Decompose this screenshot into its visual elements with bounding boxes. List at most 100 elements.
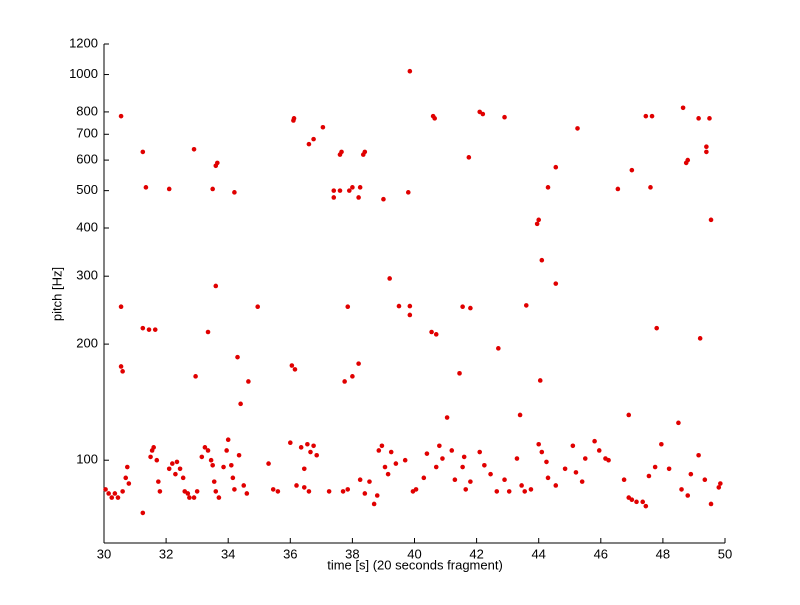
point	[241, 483, 247, 488]
point	[460, 304, 465, 310]
point	[140, 510, 146, 516]
point	[246, 379, 251, 384]
point	[371, 501, 377, 507]
point	[381, 196, 386, 202]
point	[356, 361, 361, 366]
point	[452, 477, 458, 483]
point	[553, 281, 559, 286]
point	[270, 487, 276, 492]
point	[346, 188, 352, 193]
point	[232, 190, 237, 195]
point	[152, 327, 158, 332]
point	[148, 454, 153, 460]
point	[180, 475, 186, 481]
point	[331, 188, 337, 193]
y-tick-label: 400	[76, 219, 98, 234]
point	[396, 303, 402, 309]
y-tick-label: 700	[76, 126, 98, 141]
point	[570, 443, 576, 449]
point	[716, 485, 722, 490]
point	[666, 466, 672, 472]
point	[643, 503, 649, 509]
point	[648, 185, 653, 190]
point	[143, 185, 149, 190]
point	[374, 493, 380, 498]
point	[202, 445, 208, 450]
point	[654, 325, 659, 331]
point	[362, 491, 368, 496]
x-tick-label: 42	[469, 546, 483, 561]
point	[236, 452, 242, 458]
point	[696, 116, 701, 121]
y-tick-label: 1000	[69, 66, 98, 81]
point	[466, 155, 472, 160]
point	[166, 186, 172, 192]
x-tick-label: 48	[656, 546, 670, 561]
point	[118, 113, 124, 119]
point	[449, 448, 455, 453]
point	[387, 276, 392, 281]
point	[106, 491, 111, 496]
point	[230, 475, 236, 481]
x-tick-label: 38	[345, 546, 359, 561]
point	[350, 185, 355, 190]
point	[208, 457, 214, 463]
x-tick-label: 30	[97, 546, 111, 561]
point	[433, 332, 439, 337]
x-tick-label: 40	[407, 546, 421, 561]
point	[146, 327, 152, 332]
point	[539, 449, 545, 455]
y-axis-label: pitch [Hz]	[49, 267, 64, 321]
point	[432, 116, 437, 121]
point	[305, 441, 310, 447]
point	[174, 459, 180, 465]
point	[468, 479, 473, 484]
point	[301, 466, 307, 472]
point	[461, 454, 467, 460]
point	[157, 489, 163, 494]
point	[685, 493, 691, 498]
point	[211, 479, 217, 484]
point	[553, 164, 559, 170]
point	[314, 452, 319, 458]
point	[345, 487, 351, 492]
point	[191, 146, 197, 152]
point	[606, 457, 611, 463]
x-tick-label: 34	[221, 546, 235, 561]
point	[225, 437, 231, 443]
point	[702, 477, 708, 483]
point	[649, 113, 655, 119]
point	[357, 477, 363, 483]
point	[376, 448, 382, 453]
point	[502, 114, 507, 120]
point	[151, 445, 156, 450]
point	[688, 471, 694, 477]
point	[357, 185, 363, 190]
point	[388, 449, 394, 455]
y-tick-label: 800	[76, 103, 98, 118]
point	[154, 457, 160, 463]
point	[103, 487, 108, 492]
point	[545, 185, 551, 190]
point	[123, 475, 129, 481]
point	[437, 443, 442, 449]
point	[215, 160, 220, 166]
point	[382, 464, 388, 470]
point	[275, 489, 281, 494]
point	[659, 441, 664, 447]
point	[342, 379, 347, 384]
point	[140, 149, 146, 155]
point	[704, 144, 709, 149]
point	[708, 501, 714, 507]
point	[126, 481, 132, 486]
point	[539, 257, 545, 263]
point	[255, 304, 260, 310]
point	[652, 464, 658, 470]
point	[544, 459, 549, 465]
point	[517, 412, 523, 418]
point	[232, 487, 237, 492]
point	[367, 479, 372, 484]
point	[477, 449, 483, 455]
point	[235, 354, 240, 360]
point	[205, 329, 211, 335]
